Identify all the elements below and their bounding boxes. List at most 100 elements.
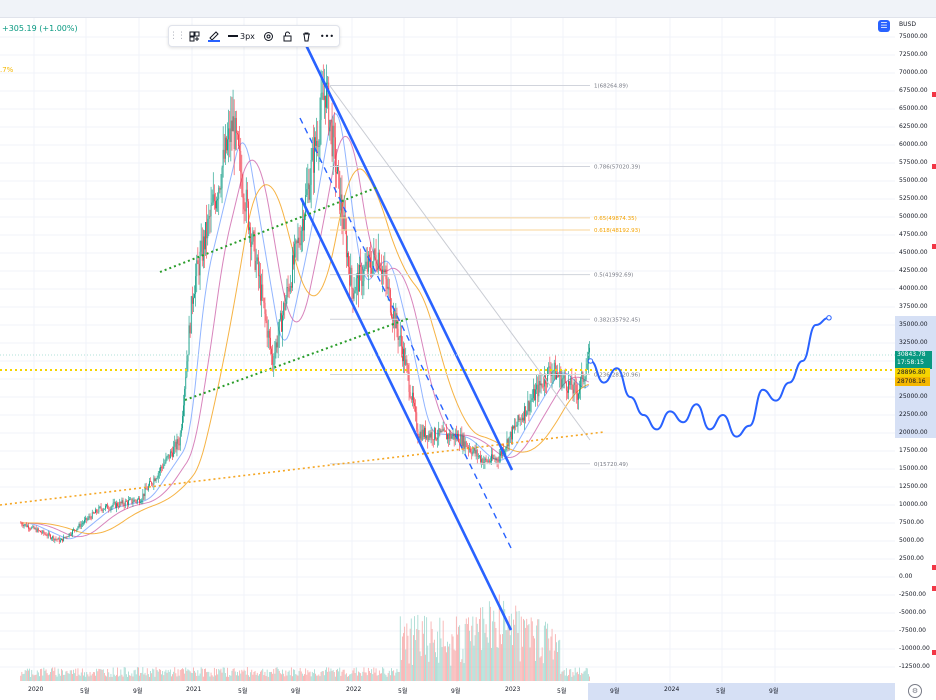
volume-bar: [167, 670, 169, 681]
candle-body: [299, 243, 301, 246]
volume-bar: [524, 620, 525, 681]
volume-bar: [241, 669, 243, 681]
volume-bar: [444, 646, 446, 681]
volume-bar: [128, 671, 129, 681]
volume-bar: [512, 645, 513, 681]
candle-body: [99, 506, 101, 508]
candle-body: [215, 201, 216, 209]
candle-body: [97, 512, 99, 513]
volume-bar: [396, 668, 398, 681]
candle-body: [281, 313, 282, 332]
pen-color-icon[interactable]: [204, 26, 224, 46]
volume-bar: [457, 634, 458, 681]
volume-bar: [306, 674, 308, 681]
candle-body: [50, 534, 51, 539]
candle-body: [416, 412, 418, 430]
candle-body: [176, 439, 178, 450]
trash-icon[interactable]: [297, 26, 316, 46]
ma-line-blue: [20, 113, 590, 540]
fib-level-label: 0.236(28120.96): [594, 373, 640, 379]
volume-bar: [227, 667, 228, 681]
candle-body: [245, 189, 247, 212]
volume-bar: [253, 671, 255, 681]
volume-bar: [169, 669, 171, 681]
candle-body: [88, 516, 90, 519]
volume-bar: [339, 667, 341, 681]
candle-body: [273, 363, 275, 365]
volume-bar: [581, 672, 583, 681]
candle-body: [474, 448, 476, 454]
currency-icon[interactable]: ☰: [878, 20, 890, 32]
candle-body: [290, 285, 292, 288]
candle-body: [241, 172, 243, 194]
volume-bar: [221, 672, 223, 681]
volume-bar: [523, 618, 524, 681]
candle-body: [140, 502, 142, 504]
volume-bar: [458, 626, 459, 681]
candle-body: [404, 348, 406, 365]
candle-body: [292, 255, 293, 288]
more-icon[interactable]: •••: [319, 31, 335, 41]
volume-bar: [64, 674, 66, 681]
candle-body: [322, 92, 324, 100]
volume-bar: [528, 624, 530, 681]
fib-level-label: 0.5(41992.69): [594, 273, 633, 279]
candle-body: [476, 450, 478, 457]
candle-body: [262, 284, 264, 299]
volume-bar: [536, 625, 538, 681]
drag-grip-icon[interactable]: ⋮⋮: [169, 31, 186, 41]
candle-body: [295, 240, 297, 244]
volume-bar: [518, 610, 520, 681]
candle-body: [46, 535, 48, 537]
volume-bar: [223, 667, 225, 681]
candle-body: [361, 267, 363, 287]
volume-bar: [517, 632, 519, 681]
candle-body: [279, 313, 281, 320]
volume-bar: [103, 672, 105, 681]
candle-body: [228, 128, 230, 140]
volume-bar: [199, 673, 201, 681]
price-tick-label: 5000.00: [899, 537, 924, 544]
candle-body: [425, 427, 426, 439]
volume-bar: [366, 675, 368, 681]
volume-bar: [482, 607, 484, 681]
volume-bar: [57, 668, 59, 681]
volume-bar: [248, 675, 249, 681]
candle-body: [40, 530, 41, 533]
candle-body: [330, 120, 332, 121]
line-width-button[interactable]: 3px: [224, 26, 259, 46]
candle-body: [164, 462, 166, 465]
volume-bar: [514, 624, 516, 681]
volume-bar: [256, 672, 258, 681]
candle-body: [512, 426, 513, 440]
chart-settings-icon[interactable]: ⚙: [908, 684, 922, 698]
candle-body: [138, 498, 139, 500]
volume-bar: [197, 670, 199, 681]
candle-body: [149, 481, 150, 486]
candle-body: [360, 264, 362, 268]
lock-icon[interactable]: [278, 26, 297, 46]
volume-bar: [417, 614, 419, 681]
candle-body: [537, 384, 539, 397]
volume-bar: [551, 628, 553, 681]
candle-body: [350, 267, 352, 286]
volume-bar: [180, 669, 182, 681]
template-icon[interactable]: [185, 26, 204, 46]
volume-bar: [273, 668, 275, 681]
candle-body: [376, 266, 378, 270]
volume-bar: [475, 617, 477, 681]
candle-body: [419, 431, 421, 439]
price-tick-label: -7500.00: [899, 627, 926, 634]
price-chart[interactable]: 1(68264.89) 0.786(57020.39) 0.65(49874.35)…: [0, 18, 895, 700]
candle-body: [257, 257, 259, 277]
candle-body: [345, 229, 347, 258]
volume-bar: [583, 671, 585, 681]
candle-body: [420, 431, 422, 440]
volume-bar: [377, 675, 379, 681]
volume-bar: [534, 638, 535, 681]
candle-body: [128, 500, 129, 505]
volume-bar: [131, 673, 133, 681]
currency-label[interactable]: BUSD: [899, 21, 916, 28]
volume-bar: [323, 675, 325, 681]
settings-icon[interactable]: [259, 26, 278, 46]
